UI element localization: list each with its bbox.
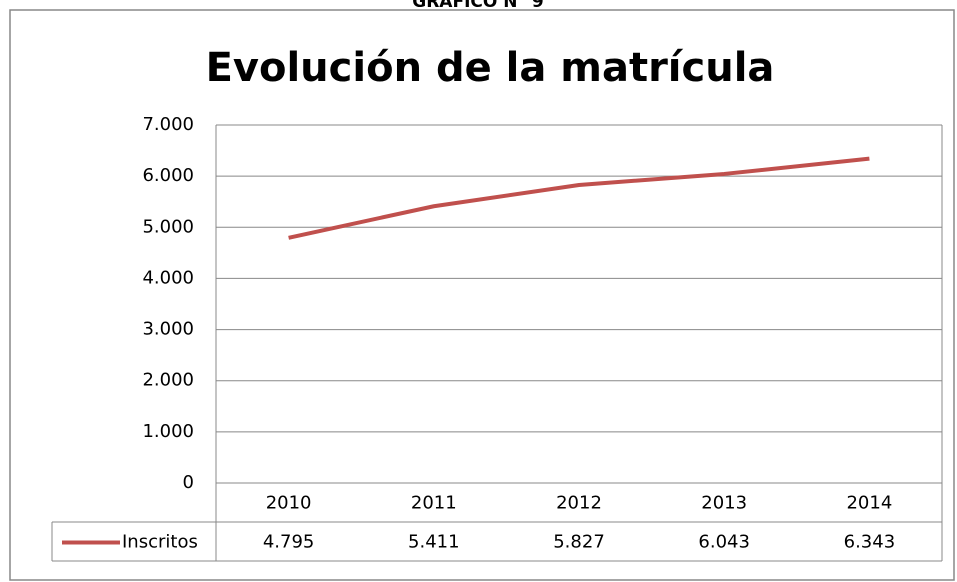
table-value: 5.827 [553, 532, 605, 553]
table-value: 6.043 [698, 532, 750, 553]
x-tick-label: 2014 [846, 493, 892, 514]
y-tick-label: 6.000 [142, 165, 194, 186]
y-tick-label: 5.000 [142, 216, 194, 237]
y-tick-label: 1.000 [142, 421, 194, 442]
x-tick-label: 2012 [556, 493, 602, 514]
chart-header: GRÁFICO N° 9 [412, 0, 543, 12]
y-tick-label: 0 [183, 472, 194, 493]
table-value: 4.795 [263, 532, 315, 553]
y-tick-label: 4.000 [142, 267, 194, 288]
chart-title: Evolución de la matrícula [206, 45, 775, 91]
chart-frame [9, 9, 955, 581]
legend-label: Inscritos [122, 532, 198, 553]
table-value: 6.343 [844, 532, 896, 553]
y-tick-label: 2.000 [142, 370, 194, 391]
table-value: 5.411 [408, 532, 460, 553]
y-tick-label: 3.000 [142, 319, 194, 340]
y-tick-label: 7.000 [142, 114, 194, 135]
series-line [288, 156, 870, 240]
x-tick-label: 2011 [411, 493, 457, 514]
x-tick-label: 2010 [266, 493, 312, 514]
x-tick-label: 2013 [701, 493, 747, 514]
